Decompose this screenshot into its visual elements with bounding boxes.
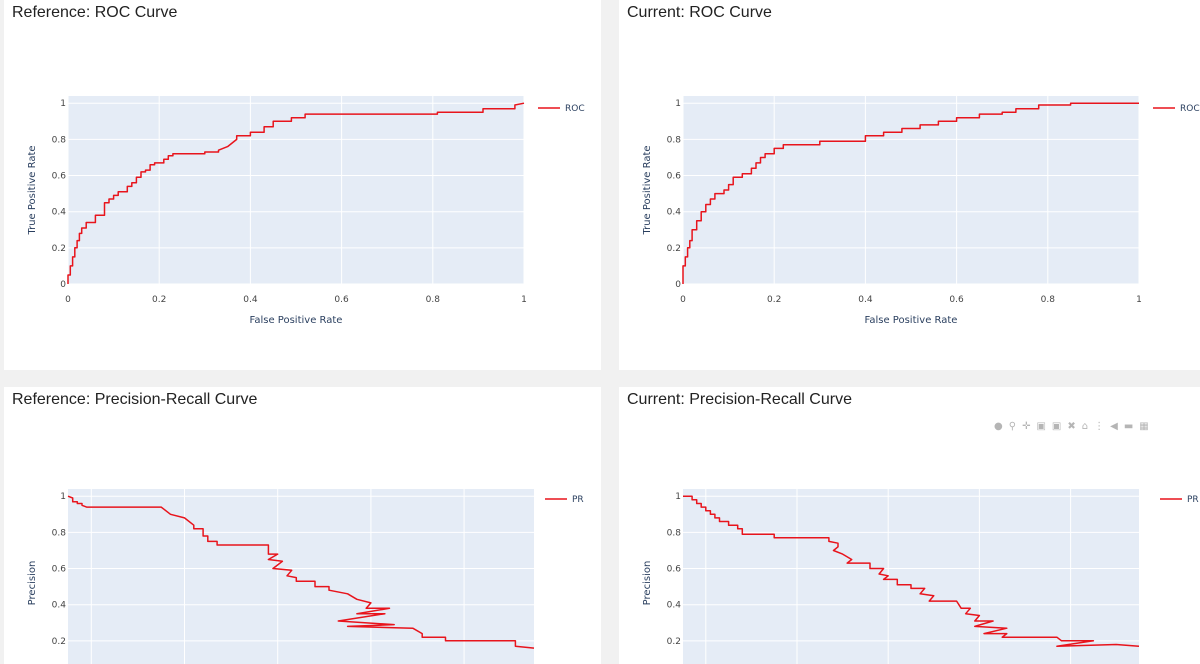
hover-closest-icon[interactable]: ◀	[1110, 421, 1118, 432]
legend-label: ROC	[1180, 104, 1200, 114]
y-tick-label: 0.8	[52, 528, 67, 538]
current-pr-chart[interactable]: 0.2 0.4 0.6 0.8 1 Precision PR	[619, 387, 1200, 664]
series-line-pr	[683, 495, 1140, 648]
x-tick-label: 0.6	[334, 295, 349, 305]
y-tick-label: 0.4	[667, 208, 682, 218]
y-tick-label: 0.2	[667, 637, 681, 647]
x-tick-label: 0.8	[426, 295, 441, 305]
plot-area	[683, 96, 1139, 284]
y-tick-label: 0.4	[52, 601, 67, 611]
x-tick-label: 0.2	[767, 295, 781, 305]
legend-label: ROC	[565, 104, 585, 114]
x-tick-label: 0.8	[1041, 295, 1056, 305]
x-tick-label: 1	[521, 295, 527, 305]
current-roc-panel: Current: ROC Curve 0 0.2 0.4 0.6 0.8 1 0 0.2 0.4…	[619, 0, 1200, 370]
series-line-pr	[67, 495, 535, 649]
current-roc-chart[interactable]: 0 0.2 0.4 0.6 0.8 1 0 0.2 0.4 0.6 0.8 1 False Positi…	[619, 0, 1200, 370]
y-axis-title: True Positive Rate	[642, 145, 653, 235]
series-line-roc	[67, 102, 525, 284]
reference-roc-chart[interactable]: 0 0.2 0.4 0.6 0.8 1 0 0.2 0.4 0.6 0.8 1 False Positi…	[4, 0, 601, 370]
hover-compare-icon[interactable]: ▬	[1123, 421, 1134, 432]
camera-icon[interactable]: ●	[994, 421, 1003, 432]
x-tick-label: 0.6	[949, 295, 964, 305]
x-tick-label: 0.4	[243, 295, 258, 305]
y-tick-label: 1	[675, 99, 681, 109]
y-tick-label: 0.8	[667, 528, 682, 538]
y-tick-label: 0.8	[52, 135, 67, 145]
y-tick-label: 0.4	[52, 208, 67, 218]
plot-area	[683, 489, 1139, 664]
legend-label: PR	[572, 495, 584, 505]
reference-roc-panel: Reference: ROC Curve 0 0.2 0.4 0.6 0.8 1 0 0.2 0…	[4, 0, 601, 370]
y-axis-title: True Positive Rate	[27, 145, 38, 235]
home-icon[interactable]: ⌂	[1081, 421, 1089, 432]
pan-icon[interactable]: ✛	[1022, 421, 1031, 432]
reference-pr-panel: Reference: Precision-Recall Curve 0.2 0.4…	[4, 387, 601, 664]
y-tick-label: 0.4	[667, 601, 682, 611]
x-axis-title: False Positive Rate	[865, 315, 958, 326]
y-tick-label: 0.8	[667, 135, 682, 145]
current-pr-panel: Current: Precision-Recall Curve 0.2 0.4 0.…	[619, 387, 1200, 664]
reference-pr-chart[interactable]: 0.2 0.4 0.6 0.8 1 Precision PR	[4, 387, 601, 664]
panel-title: Reference: ROC Curve	[12, 4, 178, 21]
x-tick-label: 0.4	[858, 295, 873, 305]
panel-title: Reference: Precision-Recall Curve	[12, 391, 258, 408]
zoom-icon[interactable]: ⚲	[1008, 421, 1017, 432]
x-tick-label: 0.2	[152, 295, 166, 305]
y-tick-label: 0.6	[667, 172, 682, 182]
panel-title: Current: Precision-Recall Curve	[627, 391, 852, 408]
y-tick-label: 0.2	[667, 244, 681, 254]
x-tick-label: 1	[1136, 295, 1142, 305]
x-axis-title: False Positive Rate	[250, 315, 343, 326]
panel-title: Current: ROC Curve	[627, 4, 772, 21]
y-tick-label: 1	[675, 492, 681, 502]
y-tick-label: 0.6	[667, 565, 682, 575]
y-tick-label: 0.6	[52, 172, 67, 182]
plot-modebar: ● ⚲ ✛ ▣ ▣ ✖ ⌂ ⋮ ◀ ▬ ▦	[994, 420, 1200, 434]
y-tick-label: 0	[60, 280, 66, 290]
plot-area	[68, 96, 524, 284]
zoom-out-icon[interactable]: ▣	[1051, 421, 1062, 432]
y-tick-label: 0.2	[52, 637, 66, 647]
zoom-in-icon[interactable]: ▣	[1036, 421, 1046, 432]
autoscale-icon[interactable]: ✖	[1067, 421, 1076, 432]
spike-icon[interactable]: ⋮	[1094, 421, 1105, 432]
plotly-logo-icon[interactable]: ▦	[1139, 421, 1149, 432]
legend-label: PR	[1187, 495, 1199, 505]
y-tick-label: 0.6	[52, 565, 67, 575]
y-tick-label: 0	[675, 280, 681, 290]
y-tick-label: 1	[60, 99, 66, 109]
y-tick-label: 0.2	[52, 244, 66, 254]
y-axis-title: Precision	[642, 561, 653, 606]
y-axis-title: Precision	[27, 561, 38, 606]
series-line-roc	[682, 102, 1139, 284]
plot-area	[68, 489, 534, 664]
x-tick-label: 0	[65, 295, 71, 305]
y-tick-label: 1	[60, 492, 66, 502]
x-tick-label: 0	[680, 295, 686, 305]
